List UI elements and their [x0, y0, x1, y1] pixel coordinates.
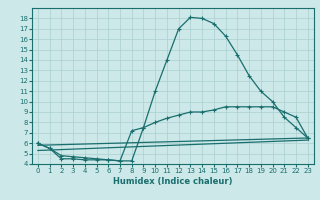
X-axis label: Humidex (Indice chaleur): Humidex (Indice chaleur) [113, 177, 233, 186]
